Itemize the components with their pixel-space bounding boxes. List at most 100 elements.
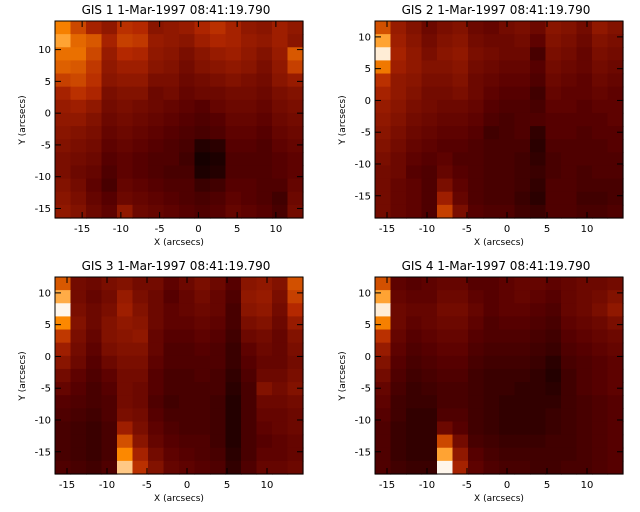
heatmap-cell xyxy=(530,139,547,153)
heatmap-cell xyxy=(406,277,423,291)
y-tick-label: 0 xyxy=(45,352,51,363)
heatmap-cell xyxy=(437,303,454,317)
heatmap-cell xyxy=(210,277,227,291)
heatmap-cell xyxy=(375,73,392,88)
panel-gis-1: GIS 1 1-Mar-1997 08:41:19.790 -15 -10 -5 0 5… xyxy=(18,3,304,248)
heatmap-cell xyxy=(483,47,500,61)
plot-frame xyxy=(374,20,624,219)
y-tick-label: 0 xyxy=(45,109,51,120)
heatmap-cell xyxy=(256,60,273,75)
heatmap-cell xyxy=(607,139,624,153)
heatmap-cell xyxy=(514,342,531,357)
heatmap-cell xyxy=(499,382,516,396)
heatmap-cell xyxy=(375,355,392,370)
heatmap-cell xyxy=(163,434,180,449)
heatmap-cell xyxy=(241,460,258,475)
heatmap-cell xyxy=(101,434,118,449)
heatmap-cell xyxy=(514,99,531,114)
heatmap-cell xyxy=(194,329,211,344)
heatmap-cell xyxy=(272,460,289,475)
heatmap-cell xyxy=(561,408,578,423)
heatmap-cell xyxy=(607,408,624,423)
heatmap-cell xyxy=(437,21,454,35)
heatmap-cell xyxy=(70,277,87,291)
heatmap-cell xyxy=(132,139,149,153)
heatmap-cell xyxy=(561,112,578,127)
heatmap-cell xyxy=(179,86,196,101)
panel-title: GIS 2 1-Mar-1997 08:41:19.790 xyxy=(402,3,591,17)
x-tick-label: -10 xyxy=(99,480,115,491)
heatmap-cell xyxy=(225,73,242,88)
heatmap-cell xyxy=(576,139,593,153)
heatmap-cell xyxy=(561,86,578,101)
heatmap-cell xyxy=(148,395,165,409)
x-tick-label: -10 xyxy=(419,224,435,235)
heatmap-cell xyxy=(592,290,609,304)
heatmap-cell xyxy=(148,139,165,153)
heatmap-cell xyxy=(225,408,242,423)
heatmap-cell xyxy=(576,303,593,317)
heatmap-cell xyxy=(514,60,531,75)
heatmap-cell xyxy=(592,139,609,153)
heatmap-cell xyxy=(55,60,72,75)
heatmap-cell xyxy=(437,382,454,396)
heatmap-cell xyxy=(256,86,273,101)
heatmap-cell xyxy=(241,368,258,383)
heatmap-cell xyxy=(561,139,578,153)
heatmap-cell xyxy=(194,408,211,423)
heatmap-cell xyxy=(225,290,242,304)
heatmap-cell xyxy=(163,126,180,140)
heatmap-cell xyxy=(499,178,516,193)
heatmap-cell xyxy=(225,86,242,101)
heatmap-cell xyxy=(530,382,547,396)
heatmap-cell xyxy=(117,447,134,462)
heatmap-cell xyxy=(576,316,593,331)
heatmap-cell xyxy=(390,86,407,101)
heatmap-cell xyxy=(210,408,227,423)
heatmap-cell xyxy=(287,434,304,449)
heatmap-cell xyxy=(545,329,562,344)
heatmap-cell xyxy=(272,368,289,383)
heatmap-cell xyxy=(241,290,258,304)
heatmap-cell xyxy=(483,382,500,396)
heatmap-cell xyxy=(132,99,149,114)
heatmap-cell xyxy=(406,34,423,48)
heatmap-cell xyxy=(179,368,196,383)
heatmap-cell xyxy=(210,178,227,193)
heatmap-cell xyxy=(390,434,407,449)
x-tick-label: 10 xyxy=(270,224,283,235)
heatmap-cell xyxy=(514,73,531,88)
heatmap-cell xyxy=(406,191,423,206)
heatmap-cell xyxy=(70,342,87,357)
heatmap-cell xyxy=(545,178,562,193)
heatmap-cell xyxy=(117,112,134,127)
heatmap-cell xyxy=(421,152,438,167)
heatmap-cell xyxy=(55,112,72,127)
heatmap-cell xyxy=(607,73,624,88)
heatmap-cell xyxy=(148,421,165,436)
heatmap-cell xyxy=(132,112,149,127)
heatmap-cell xyxy=(499,368,516,383)
heatmap-cell xyxy=(499,277,516,291)
heatmap-cell xyxy=(55,139,72,153)
heatmap-cell xyxy=(390,112,407,127)
heatmap-cell xyxy=(225,126,242,140)
heatmap-cell xyxy=(225,21,242,35)
heatmap-cell xyxy=(70,434,87,449)
heatmap-cell xyxy=(468,368,485,383)
heatmap-cell xyxy=(545,460,562,475)
heatmap-cell xyxy=(406,408,423,423)
heatmap-cell xyxy=(101,382,118,396)
heatmap-cell xyxy=(592,60,609,75)
heatmap-cell xyxy=(375,34,392,48)
heatmap-cell xyxy=(607,368,624,383)
heatmap-cell xyxy=(210,165,227,180)
heatmap-cell xyxy=(86,368,103,383)
heatmap-cell xyxy=(437,126,454,140)
heatmap-cell xyxy=(437,178,454,193)
y-tick-label: 5 xyxy=(45,320,51,331)
heatmap-cell xyxy=(194,178,211,193)
y-tick-label: -5 xyxy=(41,140,51,151)
heatmap-cell xyxy=(483,355,500,370)
heatmap-cell xyxy=(225,204,242,219)
